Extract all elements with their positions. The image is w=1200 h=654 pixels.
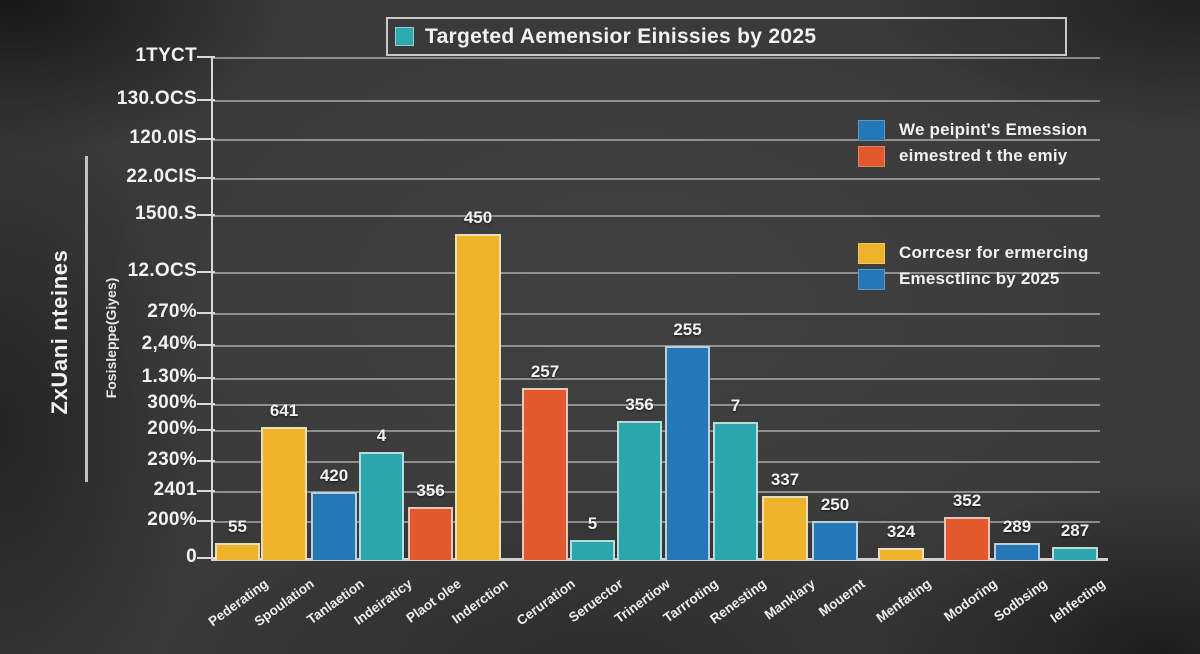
- y-tick-label: 1TYCT: [135, 45, 197, 66]
- y-tick-label: 200%: [147, 509, 197, 530]
- bar-seruector: [570, 540, 615, 560]
- bar-value-label: 250: [820, 495, 850, 514]
- bar-value-label: 257: [530, 362, 560, 381]
- y-tick-label: 2401: [153, 479, 197, 500]
- y-tick-mark: [197, 271, 215, 273]
- y-axis-decor-line: [85, 156, 88, 482]
- legend-item-label: We peipint's Emession: [899, 120, 1088, 139]
- legend-item: Emesctlinc by 2025: [858, 268, 1089, 290]
- chart-title-box: Targeted Aemensior Einissies by 2025: [386, 17, 1067, 56]
- bar-value-label: 337: [770, 470, 800, 489]
- bar-value-label: 420: [319, 466, 349, 485]
- gridline: [212, 215, 1100, 217]
- gridline: [212, 100, 1100, 102]
- gridline: [212, 272, 1100, 274]
- y-tick-label: 270%: [147, 301, 197, 322]
- y-tick-label: 12.OCS: [127, 260, 197, 281]
- x-tick-label: Pederating: [205, 576, 271, 630]
- bar-value-label: 352: [952, 491, 982, 510]
- y-tick-mark: [197, 344, 215, 346]
- bar-modoring: [944, 517, 990, 560]
- bar-value-label: 7: [730, 396, 741, 415]
- bar-pederating: [215, 543, 260, 560]
- legend-item-label: eimestred t the emiy: [899, 146, 1068, 165]
- y-tick-label: 120.0IS: [129, 127, 197, 148]
- legend-item-label: Corrcesr for ermercing: [899, 243, 1089, 262]
- bar-tarrroting: [665, 346, 710, 560]
- bar-tanlaetion: [311, 492, 357, 560]
- bar-plaot-olee: [408, 507, 453, 560]
- bar-indeiraticy: [359, 452, 404, 560]
- bar-ceruration: [522, 388, 568, 560]
- bar-menfating: [878, 548, 924, 560]
- bar-value-label: 5: [587, 514, 598, 533]
- y-tick-label: 22.0CIS: [126, 166, 197, 187]
- gridline: [212, 57, 1100, 59]
- y-tick-mark: [197, 557, 215, 559]
- y-tick-label: 300%: [147, 392, 197, 413]
- y-tick-mark: [197, 312, 215, 314]
- bar-iehfecting: [1052, 547, 1098, 560]
- legend-top: We peipint's Emession eimestred t the emi…: [858, 119, 1087, 171]
- bar-sodbsing: [994, 543, 1040, 560]
- legend-swatch-icon: [858, 145, 885, 167]
- legend-swatch-icon: [858, 119, 885, 141]
- gridline: [212, 139, 1100, 141]
- gridline: [212, 378, 1100, 380]
- bar-renesting: [713, 422, 758, 560]
- y-tick-label: 200%: [147, 418, 197, 439]
- bar-value-label: 55: [228, 517, 247, 536]
- bar-value-label: 287: [1060, 521, 1090, 540]
- y-tick-mark: [197, 429, 215, 431]
- y-tick-mark: [197, 214, 215, 216]
- bar-inderction: [455, 234, 501, 560]
- bar-value-label: 641: [269, 401, 299, 420]
- title-legend-swatch-icon: [395, 27, 414, 46]
- bar-manklary: [762, 496, 808, 560]
- bar-value-label: 356: [625, 395, 654, 414]
- gridline: [212, 404, 1100, 406]
- legend-swatch-icon: [858, 242, 885, 264]
- y-tick-mark: [197, 520, 215, 522]
- y-tick-label: 230%: [147, 449, 197, 470]
- bar-trinertiow: [617, 421, 662, 560]
- legend-item-label: Emesctlinc by 2025: [899, 269, 1060, 288]
- legend-item: Corrcesr for ermercing: [858, 242, 1089, 264]
- bar-value-label: 324: [886, 522, 916, 541]
- bar-spoulation: [261, 427, 307, 560]
- y-tick-label: 130.OCS: [116, 88, 197, 109]
- gridline: [212, 313, 1100, 315]
- y-tick-mark: [197, 56, 215, 58]
- y-tick-label: 1500.S: [134, 203, 197, 224]
- y-axis-line: [211, 57, 213, 560]
- y-tick-mark: [197, 177, 215, 179]
- gridline: [212, 345, 1100, 347]
- gridline: [212, 178, 1100, 180]
- y-tick-mark: [197, 403, 215, 405]
- bar-mouernt: [812, 521, 858, 560]
- y-tick-mark: [197, 138, 215, 140]
- legend-item: We peipint's Emession: [858, 119, 1087, 141]
- y-tick-mark: [197, 490, 215, 492]
- chart-title: Targeted Aemensior Einissies by 2025: [425, 24, 817, 48]
- y-tick-label: 1.30%: [141, 366, 197, 387]
- y-tick-mark: [197, 377, 215, 379]
- y-tick-mark: [197, 99, 215, 101]
- y-tick-mark: [197, 460, 215, 462]
- y-tick-label: 2,40%: [141, 333, 197, 354]
- legend-item: eimestred t the emiy: [858, 145, 1087, 167]
- bar-value-label: 255: [673, 320, 702, 339]
- bar-value-label: 450: [463, 208, 493, 227]
- bar-value-label: 356: [416, 481, 445, 500]
- bar-value-label: 289: [1002, 517, 1032, 536]
- legend-swatch-icon: [858, 268, 885, 290]
- y-tick-label: 0: [186, 546, 197, 567]
- bar-value-label: 4: [376, 426, 387, 445]
- legend-bottom: Corrcesr for ermercing Emesctlinc by 2025: [858, 242, 1089, 294]
